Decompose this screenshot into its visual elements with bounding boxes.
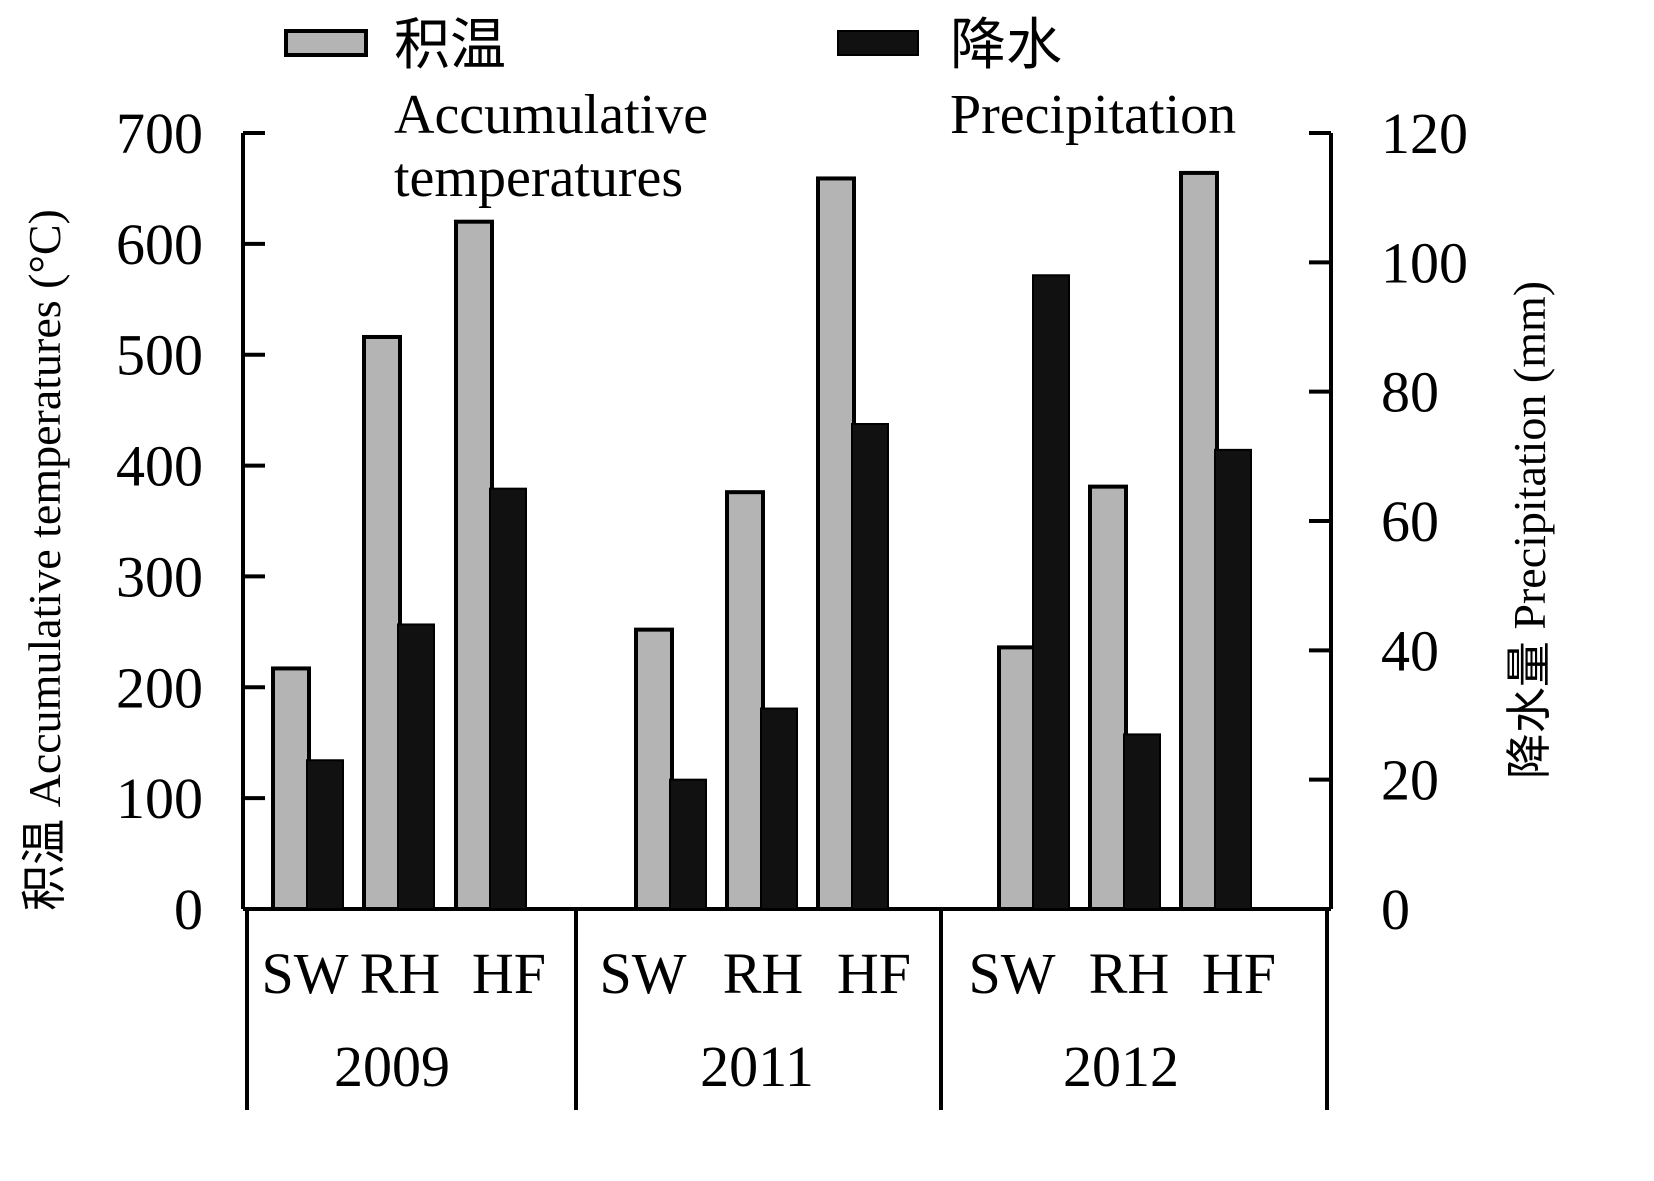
legend-label-zh: 积温 xyxy=(394,15,506,77)
bar-accumulative-temperature xyxy=(454,219,494,911)
category-label: SW xyxy=(600,941,687,1006)
right-tick-label: 20 xyxy=(1381,748,1439,813)
bar-accumulative-temperature xyxy=(362,334,402,911)
legend-swatch-precipitation xyxy=(837,30,919,56)
category-label: HF xyxy=(837,941,911,1006)
category-label: HF xyxy=(1202,941,1276,1006)
bar-precipitation xyxy=(1214,448,1252,910)
category-label: RH xyxy=(360,941,441,1006)
year-label: 2012 xyxy=(1063,1034,1179,1099)
bar-accumulative-temperature xyxy=(634,627,674,911)
bar-precipitation xyxy=(489,487,527,910)
category-label: HF xyxy=(472,941,546,1006)
bar-accumulative-temperature xyxy=(997,645,1037,911)
left-tick-label: 200 xyxy=(116,655,203,720)
bar-accumulative-temperature xyxy=(1088,484,1128,911)
legend-label-en: temperatures xyxy=(394,147,683,209)
category-label: RH xyxy=(723,941,804,1006)
bar-precipitation xyxy=(397,623,435,910)
right-tick-label: 100 xyxy=(1381,230,1468,295)
left-tick-label: 700 xyxy=(116,101,203,166)
bar-accumulative-temperature xyxy=(271,666,311,911)
bar-accumulative-temperature xyxy=(1179,170,1219,911)
category-label: SW xyxy=(969,941,1056,1006)
legend-label-en: Precipitation xyxy=(950,84,1236,146)
bar-precipitation xyxy=(669,778,707,911)
right-tick-label: 40 xyxy=(1381,618,1439,683)
left-tick-label: 400 xyxy=(116,434,203,499)
left-tick-label: 0 xyxy=(174,877,203,942)
right-tick-label: 60 xyxy=(1381,489,1439,554)
right-tick-label: 80 xyxy=(1381,360,1439,425)
left-axis-title: 积温 Accumulative temperatures (°C) xyxy=(19,209,70,911)
legend-label-zh: 降水 xyxy=(950,15,1062,77)
bar-precipitation xyxy=(1123,733,1161,911)
left-tick-label: 500 xyxy=(116,323,203,388)
year-label: 2009 xyxy=(334,1034,450,1099)
bar-precipitation xyxy=(760,707,798,910)
bar-accumulative-temperature xyxy=(725,490,765,911)
axis-titles: 积温 Accumulative temperatures (°C) 降水量 Pre… xyxy=(19,209,1555,911)
legend-swatch-accumulative-temperature xyxy=(284,29,368,57)
ticks: 0 100 200 300 400 500 600 700 0 20 40 60 80 100 120 xyxy=(116,101,1468,942)
bar-precipitation xyxy=(306,759,344,910)
left-tick-label: 100 xyxy=(116,766,203,831)
bar-accumulative-temperature xyxy=(816,176,856,912)
left-tick-label: 600 xyxy=(116,212,203,277)
category-label: RH xyxy=(1089,941,1170,1006)
right-tick-label: 120 xyxy=(1381,101,1468,166)
year-label: 2011 xyxy=(700,1034,814,1099)
legend-label-en: Accumulative xyxy=(394,84,708,146)
left-tick-label: 300 xyxy=(116,544,203,609)
bars xyxy=(271,170,1252,912)
bar-precipitation xyxy=(851,423,889,910)
category-label: SW xyxy=(262,941,349,1006)
right-tick-label: 0 xyxy=(1381,877,1410,942)
right-axis-title: 降水量 Precipitation (mm) xyxy=(1504,281,1555,779)
bar-precipitation xyxy=(1032,274,1070,910)
